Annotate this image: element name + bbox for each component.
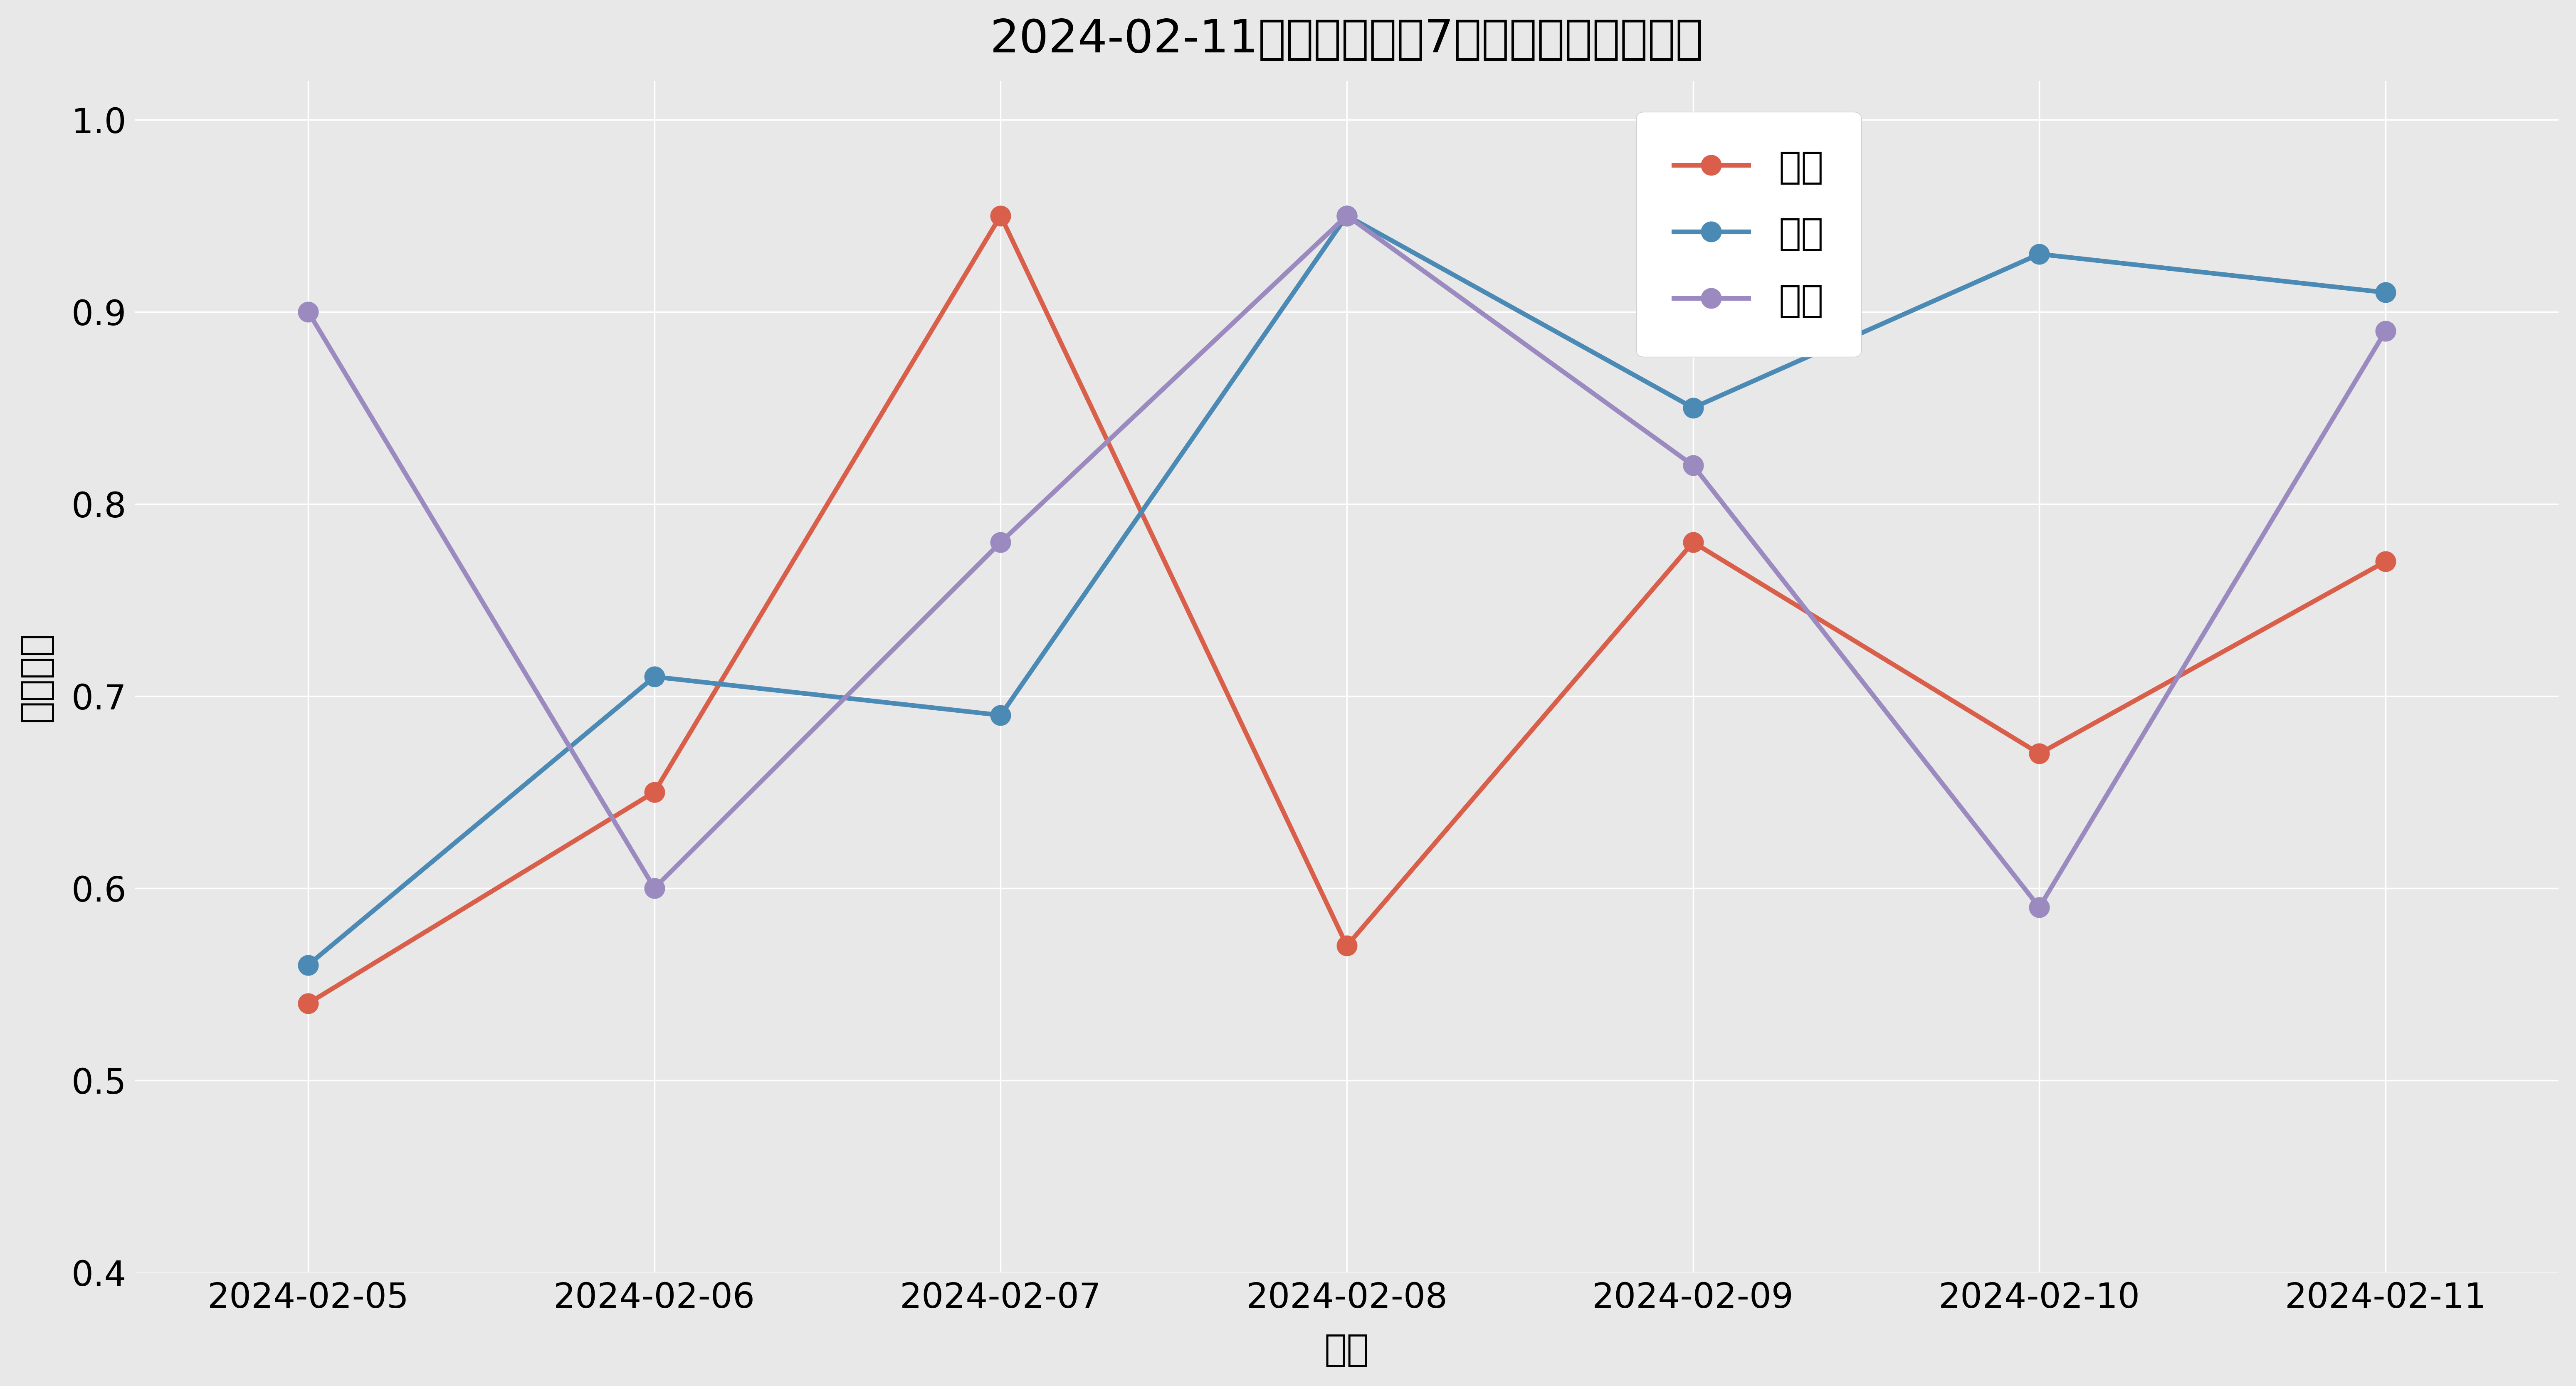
爱情 — [639, 880, 670, 897]
事业 — [984, 208, 1015, 225]
财运 — [2370, 284, 2401, 301]
爱情 — [984, 534, 1015, 550]
财运 — [639, 668, 670, 685]
爱情 — [2025, 900, 2056, 916]
财运 — [2025, 245, 2056, 262]
X-axis label: 日期: 日期 — [1324, 1332, 1370, 1368]
事业 — [294, 995, 325, 1012]
财运 — [1332, 208, 1363, 225]
Title: 2024-02-11：生肖龙最近7日三大运势指数趋势: 2024-02-11：生肖龙最近7日三大运势指数趋势 — [989, 18, 1703, 62]
事业 — [1677, 534, 1708, 550]
爱情 — [294, 304, 325, 320]
爱情 — [2370, 323, 2401, 340]
爱情 — [1332, 208, 1363, 225]
事业 — [2025, 746, 2056, 762]
Y-axis label: 运势指数: 运势指数 — [18, 632, 54, 722]
Line: 爱情: 爱情 — [299, 205, 2396, 918]
Line: 财运: 财运 — [299, 205, 2396, 976]
财运 — [294, 956, 325, 973]
财运 — [984, 707, 1015, 723]
Line: 事业: 事业 — [299, 205, 2396, 1013]
财运 — [1677, 399, 1708, 416]
爱情 — [1677, 457, 1708, 474]
Legend: 事业, 财运, 爱情: 事业, 财运, 爱情 — [1636, 112, 1862, 356]
事业 — [1332, 937, 1363, 954]
事业 — [2370, 553, 2401, 570]
事业 — [639, 783, 670, 800]
